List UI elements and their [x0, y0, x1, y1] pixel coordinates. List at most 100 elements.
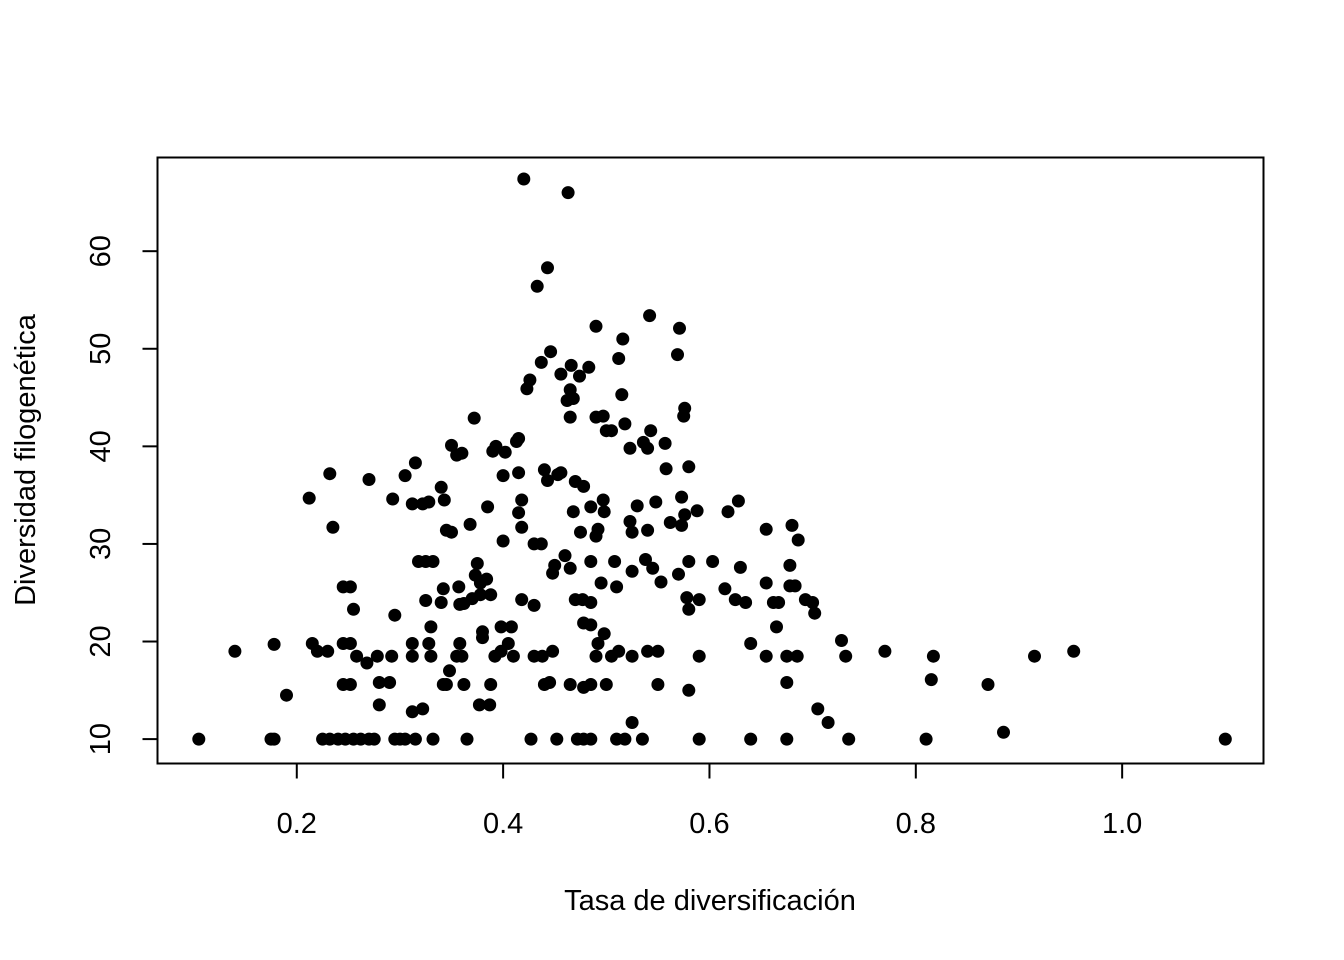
data-point [515, 593, 529, 607]
data-point [772, 596, 786, 609]
x-axis-title: Tasa de diversificación [564, 885, 856, 917]
data-point [343, 678, 357, 691]
data-point [635, 732, 649, 746]
data-point [759, 649, 773, 663]
data-point [783, 558, 797, 572]
data-point [618, 732, 632, 746]
data-point [654, 575, 668, 589]
data-point [563, 561, 577, 575]
x-tick-label: 0.8 [896, 808, 936, 840]
data-point [658, 436, 672, 450]
data-point [577, 479, 591, 493]
data-point [589, 410, 603, 424]
data-point [484, 678, 498, 691]
data-point [481, 500, 495, 514]
data-point [589, 319, 603, 333]
data-point [733, 560, 747, 574]
data-point [434, 480, 448, 494]
data-point [649, 495, 663, 509]
data-point [721, 505, 735, 519]
data-point [1067, 644, 1081, 658]
data-point [612, 352, 626, 365]
data-point [675, 490, 689, 504]
data-point [512, 466, 526, 480]
y-tick-label: 20 [85, 625, 117, 657]
data-point [385, 649, 399, 663]
data-point [618, 417, 632, 431]
data-point [744, 637, 758, 650]
x-axis: 0.2 0.4 0.6 0.8 1.0 [277, 762, 1142, 840]
data-point [452, 580, 466, 594]
data-point [496, 534, 510, 548]
data-point [739, 596, 753, 609]
data-point [924, 673, 938, 687]
data-point [682, 683, 696, 697]
data-point [534, 355, 548, 369]
data-point [584, 732, 598, 746]
data-point [821, 716, 835, 729]
data-point [383, 676, 397, 689]
data-point [405, 637, 419, 650]
data-point [564, 358, 578, 372]
data-point [610, 580, 624, 594]
data-point [534, 537, 548, 551]
data-point [541, 261, 554, 275]
data-point [566, 505, 580, 519]
data-point [347, 602, 360, 616]
data-point [625, 564, 639, 578]
data-point [541, 474, 554, 487]
data-point [808, 606, 822, 620]
data-point [405, 649, 419, 663]
data-point [476, 625, 489, 639]
data-point [625, 525, 639, 539]
data-point [584, 678, 598, 691]
data-point [785, 518, 799, 532]
data-point [623, 515, 637, 528]
data-point [506, 649, 520, 663]
data-point [367, 732, 381, 746]
y-axis: 10 20 30 40 50 60 [85, 235, 159, 755]
data-point [643, 309, 657, 323]
data-point [811, 702, 825, 716]
data-point [408, 456, 422, 470]
data-point [563, 678, 577, 691]
data-point [343, 637, 357, 650]
data-point [706, 555, 720, 568]
data-point [728, 593, 742, 607]
data-point [434, 596, 448, 609]
data-point [997, 725, 1010, 739]
data-point [267, 637, 281, 651]
data-point [302, 491, 316, 505]
data-point [842, 732, 856, 746]
data-point [460, 732, 474, 746]
data-point [651, 678, 665, 691]
data-point [546, 644, 560, 658]
data-point [496, 469, 510, 483]
data-point [422, 637, 436, 650]
data-point [517, 172, 531, 186]
data-point [646, 561, 660, 575]
data-point [582, 360, 596, 374]
data-point [416, 702, 430, 716]
data-point [372, 698, 386, 712]
data-point [504, 620, 518, 634]
x-tick-label: 0.6 [689, 808, 729, 840]
data-point [744, 732, 758, 746]
data-point [537, 463, 551, 477]
data-point [605, 424, 618, 438]
data-point [678, 401, 692, 415]
data-point [494, 620, 508, 634]
data-point [515, 520, 529, 534]
data-point [484, 588, 498, 602]
data-point [362, 473, 376, 486]
data-point [554, 367, 568, 381]
data-point [512, 432, 526, 445]
data-point [524, 732, 538, 746]
data-point [788, 579, 802, 593]
data-point [780, 649, 794, 663]
data-point [561, 186, 575, 200]
y-tick-label: 30 [85, 528, 117, 560]
data-point [436, 582, 450, 596]
y-tick-label: 60 [85, 235, 117, 267]
data-point [1218, 732, 1232, 746]
